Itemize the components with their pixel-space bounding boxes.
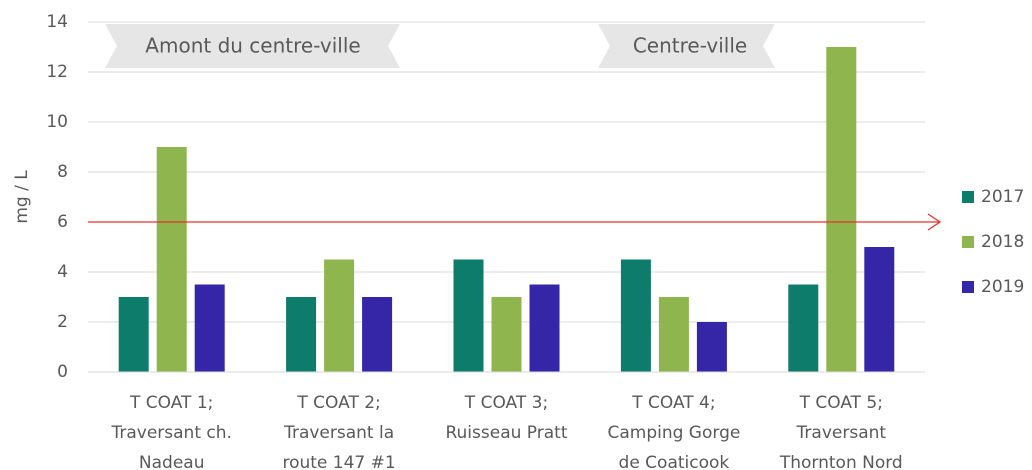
annotation: Amont du centre-ville [145,34,360,58]
bar [529,284,560,372]
y-tick-label: 0 [57,362,68,382]
bar [620,259,651,372]
y-tick-label: 12 [46,62,68,82]
legend-label: 2019 [981,277,1024,297]
bar [194,284,225,372]
plot: 0 2 4 6 8 10 12 14 T COAT 1; Traversant ch. Nadeau… [46,12,1024,470]
bar [453,259,484,372]
y-tick-label: 8 [57,162,68,182]
x-tick-label: T COAT 1; Traversant ch. Nadeau [110,393,231,470]
bar [696,322,727,372]
bar [658,297,689,372]
annotation-banner [598,24,775,68]
bar [324,259,355,372]
bar [826,47,857,372]
bar [118,297,149,372]
bar [286,297,317,372]
y-tick-label: 10 [46,112,68,132]
y-axis-label: mg / L [12,170,32,224]
y-tick-label: 14 [46,12,68,32]
legend-swatch [962,281,974,293]
bar [864,247,895,372]
y-tick-label: 4 [57,262,68,282]
bar [156,147,187,372]
x-tick-label: T COAT 4; Camping Gorge de Coaticook [607,393,740,470]
threshold-arrow [927,213,942,231]
legend-swatch [962,191,974,203]
legend-swatch [962,236,974,248]
bar [788,284,819,372]
legend-label: 2017 [981,187,1024,207]
x-tick-label: T COAT 2; Traversant la route 147 #1 [282,393,395,470]
x-tick-label: T COAT 5; Traversant Thornton Nord [779,393,903,470]
y-tick-label: 6 [57,212,68,232]
x-tick-label: T COAT 3; Ruisseau Pratt [445,393,567,443]
annotation-banner [105,24,400,68]
bar [362,297,393,372]
y-tick-label: 2 [57,312,68,332]
legend-label: 2018 [981,232,1024,252]
annotation: Centre-ville [633,34,747,58]
bar [491,297,522,372]
